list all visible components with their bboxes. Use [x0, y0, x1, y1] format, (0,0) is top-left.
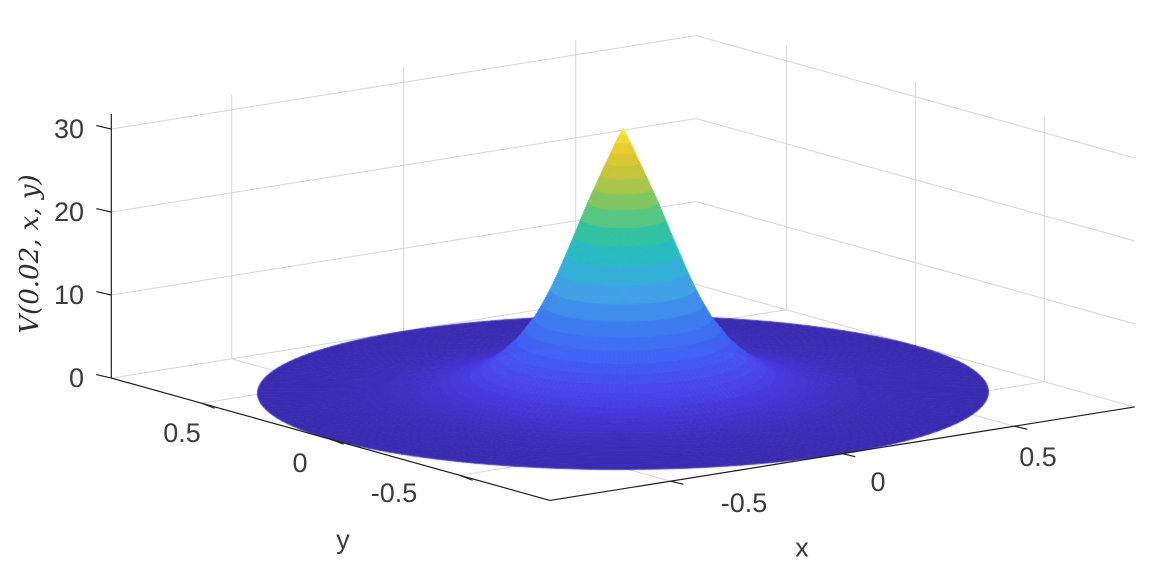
x-tick-label: 0: [870, 467, 885, 497]
z-tick-label: 0: [69, 363, 84, 393]
z-tick-label: 30: [54, 114, 84, 144]
x-tick-label: -0.5: [721, 488, 768, 518]
y-tick-mark: [201, 402, 215, 409]
z-tick-mark: [96, 373, 112, 379]
z-tick-mark: [96, 290, 112, 296]
x-axis-label: x: [795, 532, 809, 563]
y-tick-label: 0: [292, 448, 307, 478]
z-tick-mark: [96, 207, 112, 213]
x-tick-mark: [842, 453, 856, 458]
y-tick-mark: [459, 474, 473, 481]
x-tick-label: 0.5: [1019, 442, 1057, 472]
z-axis-label: V(0.02, x, y): [15, 174, 45, 334]
y-tick-mark: [330, 438, 344, 445]
x-tick-mark: [1014, 425, 1028, 430]
z-tick-label: 20: [54, 197, 84, 227]
x-tick-mark: [670, 480, 684, 485]
z-tick-mark: [96, 124, 112, 130]
z-tick-label: 10: [54, 280, 84, 310]
y-tick-label: 0.5: [163, 418, 201, 448]
y-tick-label: -0.5: [371, 478, 418, 508]
y-axis-label: y: [336, 524, 350, 555]
